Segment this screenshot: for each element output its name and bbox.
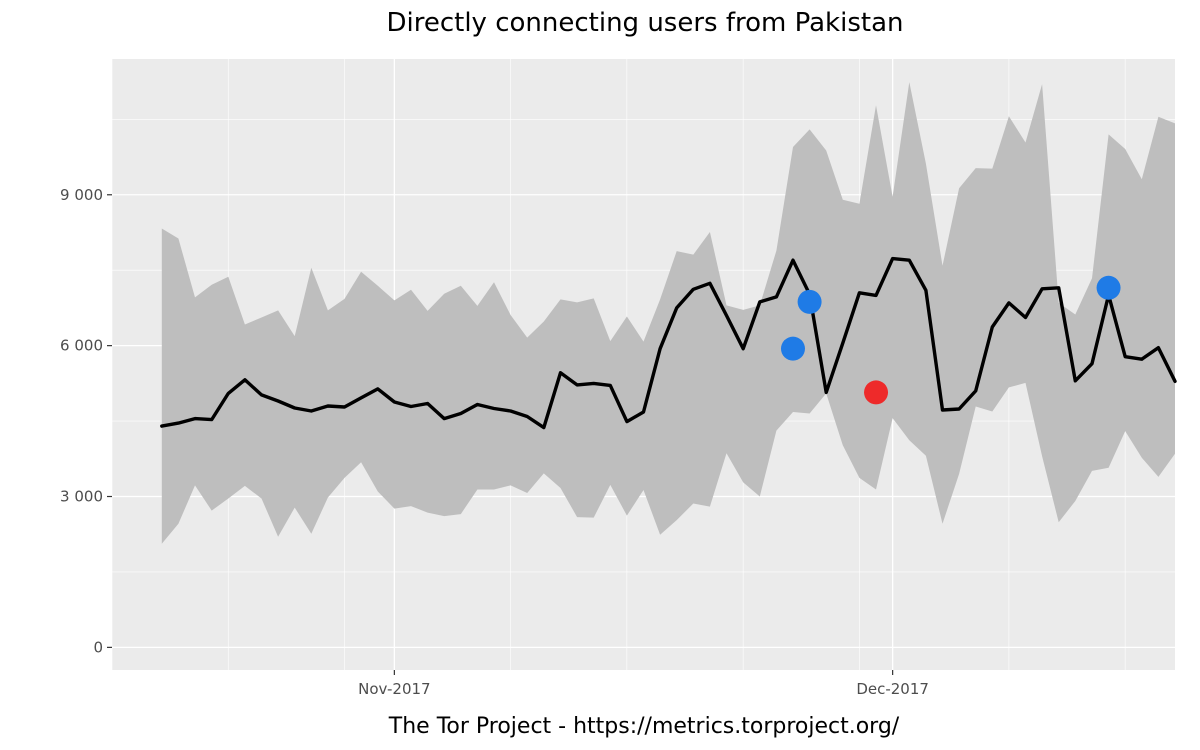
y-tick-label: 3 000 <box>60 488 103 506</box>
upturn-point <box>1096 275 1121 300</box>
upturn-point <box>797 289 822 314</box>
upturn-point <box>780 336 805 361</box>
x-tick-label: Nov-2017 <box>358 680 430 698</box>
y-tick-label: 9 000 <box>60 186 103 204</box>
y-axis: 0 3 000 6 000 9 000 <box>60 186 112 656</box>
expected-range-band <box>161 82 1176 544</box>
x-tick-label: Dec-2017 <box>856 680 929 698</box>
users-line-layer <box>160 256 1177 430</box>
chart-title: Directly connecting users from Pakistan <box>386 8 903 38</box>
downturn-point <box>864 380 889 405</box>
range-band-layer <box>161 82 1176 544</box>
y-tick-label: 6 000 <box>60 337 103 355</box>
users-line <box>160 256 1177 430</box>
event-points-layer <box>780 275 1121 405</box>
y-tick-label: 0 <box>93 638 103 656</box>
chart-caption: The Tor Project - https://metrics.torpro… <box>388 714 900 739</box>
x-axis: Nov-2017 Dec-2017 <box>358 670 929 698</box>
